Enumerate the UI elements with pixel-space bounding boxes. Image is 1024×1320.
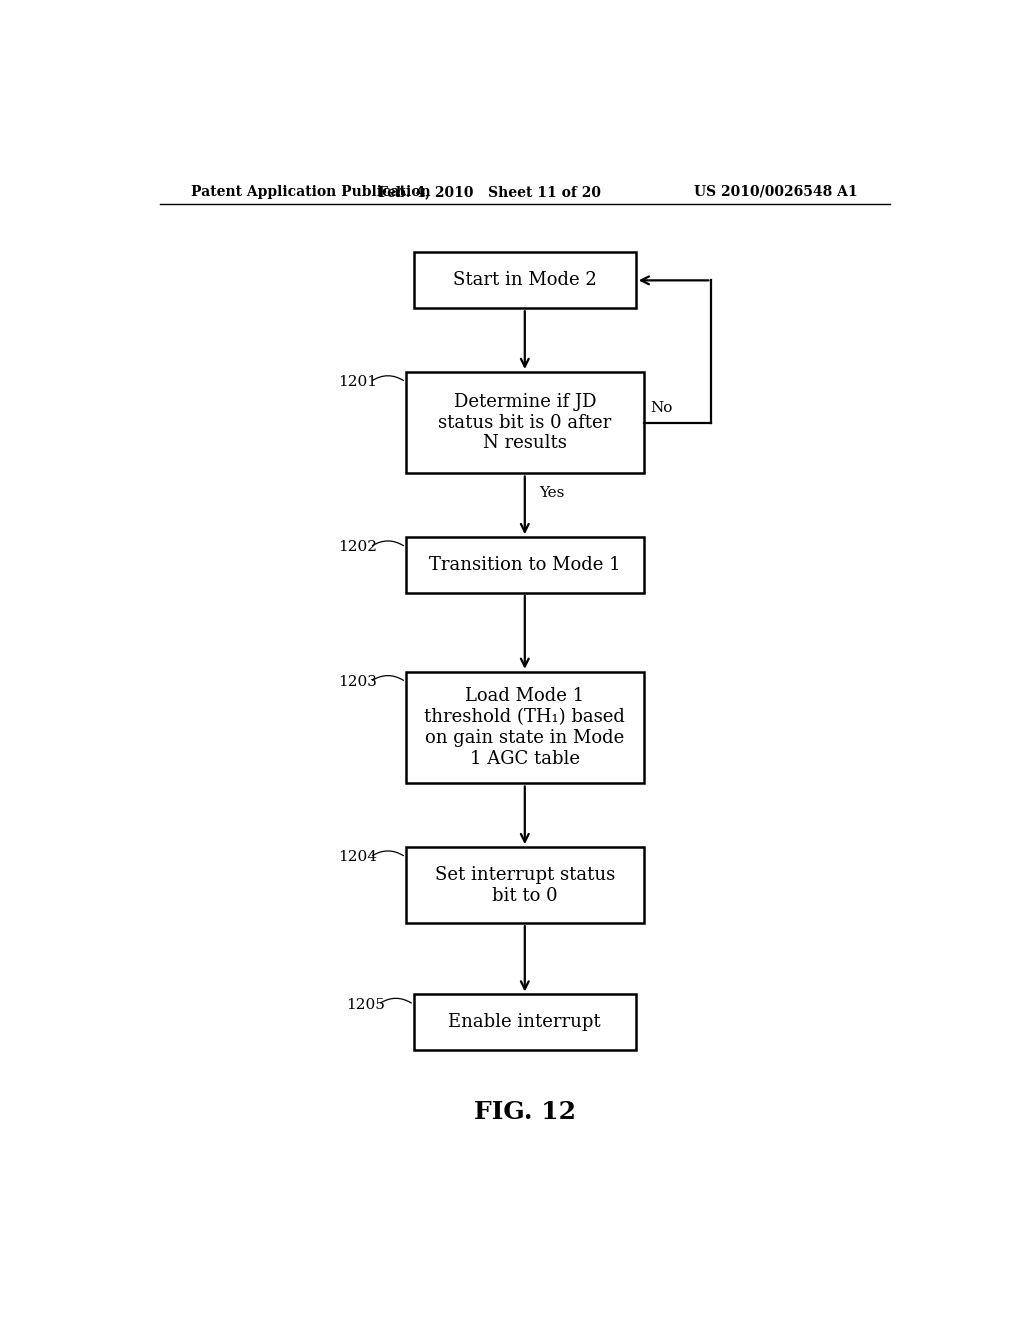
Text: 1205: 1205	[346, 998, 385, 1011]
Text: Feb. 4, 2010   Sheet 11 of 20: Feb. 4, 2010 Sheet 11 of 20	[378, 185, 601, 199]
Text: 1203: 1203	[338, 675, 377, 689]
Text: Patent Application Publication: Patent Application Publication	[191, 185, 431, 199]
Text: Set interrupt status
bit to 0: Set interrupt status bit to 0	[434, 866, 615, 904]
Text: Load Mode 1
threshold (TH₁) based
on gain state in Mode
1 AGC table: Load Mode 1 threshold (TH₁) based on gai…	[424, 688, 626, 768]
FancyBboxPatch shape	[414, 994, 636, 1051]
FancyBboxPatch shape	[406, 847, 644, 923]
Text: Start in Mode 2: Start in Mode 2	[453, 272, 597, 289]
FancyBboxPatch shape	[406, 537, 644, 593]
Text: Enable interrupt: Enable interrupt	[449, 1014, 601, 1031]
Text: Yes: Yes	[539, 486, 564, 500]
Text: 1202: 1202	[338, 540, 377, 554]
Text: US 2010/0026548 A1: US 2010/0026548 A1	[694, 185, 858, 199]
Text: 1204: 1204	[338, 850, 377, 865]
Text: Determine if JD
status bit is 0 after
N results: Determine if JD status bit is 0 after N …	[438, 393, 611, 453]
Text: FIG. 12: FIG. 12	[474, 1100, 575, 1123]
Text: No: No	[650, 400, 673, 414]
Text: 1201: 1201	[338, 375, 377, 389]
FancyBboxPatch shape	[414, 252, 636, 309]
FancyBboxPatch shape	[406, 372, 644, 474]
Text: Transition to Mode 1: Transition to Mode 1	[429, 556, 621, 574]
FancyBboxPatch shape	[406, 672, 644, 784]
